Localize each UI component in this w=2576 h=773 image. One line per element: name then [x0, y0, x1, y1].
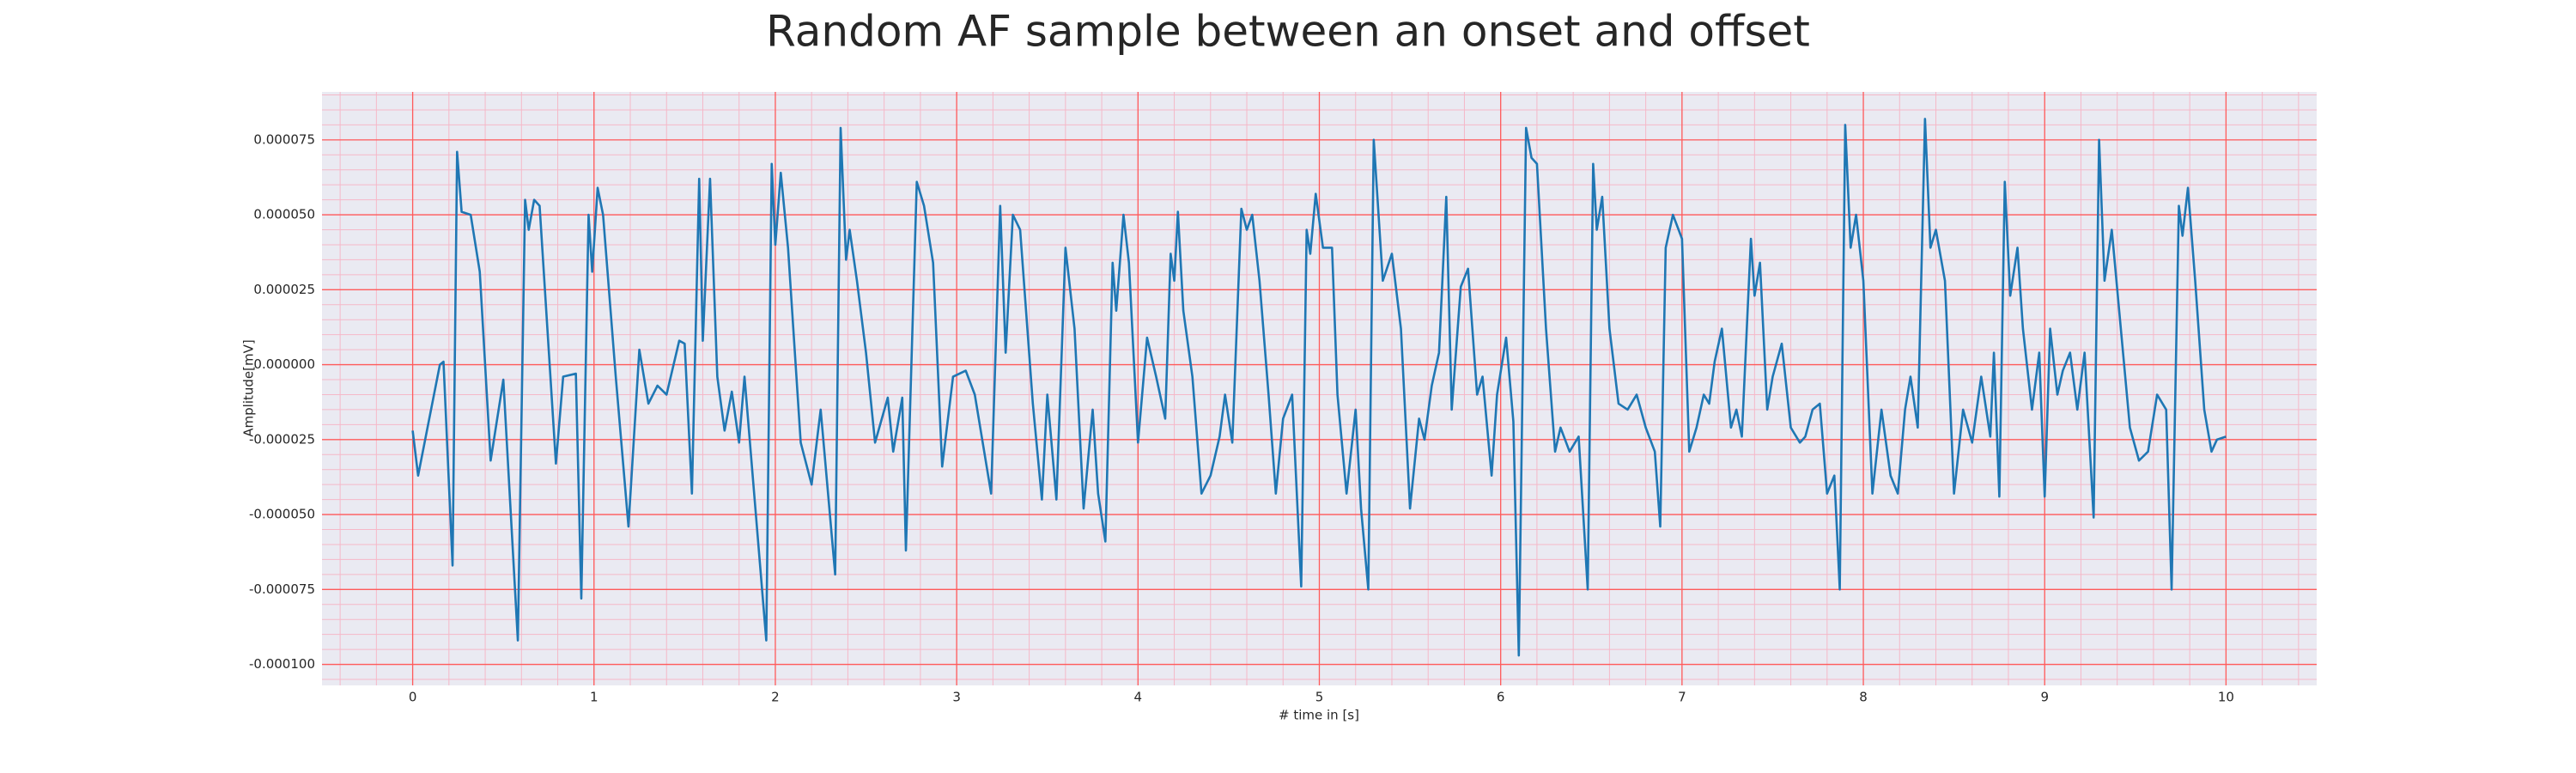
x-tick-label: 10 [2218, 690, 2234, 705]
x-tick-label: 5 [1315, 690, 1324, 705]
x-tick-label: 9 [2040, 690, 2049, 705]
y-tick-label: -0.000100 [249, 656, 315, 672]
x-tick-label: 0 [409, 690, 417, 705]
x-tick-label: 7 [1678, 690, 1686, 705]
y-tick-label: 0.000025 [253, 282, 315, 297]
x-tick-label: 8 [1859, 690, 1868, 705]
x-tick-label: 4 [1134, 690, 1143, 705]
y-tick-label: -0.000025 [249, 431, 315, 447]
x-tick-label: 2 [771, 690, 780, 705]
y-tick-label: 0.000050 [253, 207, 315, 222]
x-tick-label: 3 [952, 690, 961, 705]
y-tick-label: 0.000000 [253, 356, 315, 372]
y-tick-label: 0.000075 [253, 131, 315, 147]
x-tick-label: 1 [590, 690, 598, 705]
y-tick-label: -0.000075 [249, 581, 315, 597]
data-line [411, 118, 2227, 657]
y-axis-label: Amplitude[mV] [241, 339, 257, 436]
y-tick-label: -0.000050 [249, 507, 315, 522]
chart-title: Random AF sample between an onset and of… [766, 7, 1810, 57]
x-axis-label: # time in [s] [1279, 708, 1359, 723]
x-tick-label: 6 [1497, 690, 1505, 705]
